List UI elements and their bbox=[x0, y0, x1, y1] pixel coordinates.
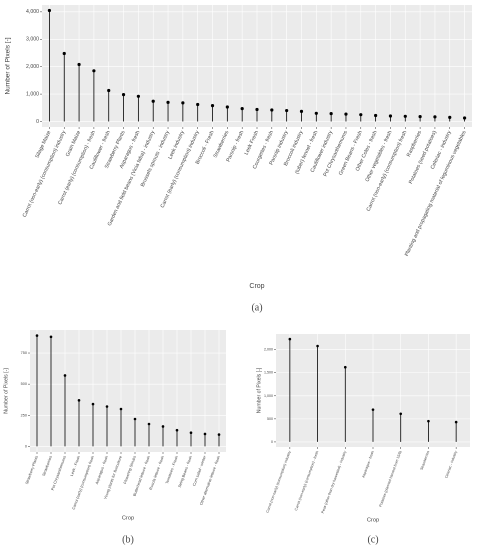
x-tick-label: Corn salad - winter bbox=[192, 455, 207, 487]
x-tick-label: Strawberries bbox=[420, 450, 431, 471]
panel-caption: (a) bbox=[251, 302, 262, 313]
x-tick-label: Asparagus - fresh bbox=[361, 450, 374, 478]
dot bbox=[329, 111, 333, 116]
dot bbox=[359, 113, 363, 117]
y-tick-label: 500 bbox=[21, 382, 27, 386]
dot bbox=[255, 107, 259, 112]
dot bbox=[399, 412, 403, 416]
x-tick-label: Butterhead lettuce - fresh bbox=[133, 455, 151, 496]
dot bbox=[462, 116, 467, 120]
dot bbox=[147, 422, 151, 426]
dot bbox=[121, 93, 126, 97]
dot bbox=[314, 111, 318, 115]
dot bbox=[203, 432, 207, 436]
y-tick-label: 2,000 bbox=[264, 348, 273, 352]
x-tick-label: Tomatoes - Fresh bbox=[165, 455, 179, 484]
y-tick-label: 750 bbox=[21, 351, 27, 355]
dot bbox=[62, 51, 66, 56]
y-tick-label: 250 bbox=[21, 413, 27, 417]
dot bbox=[388, 114, 393, 118]
y-tick-label: 1,000 bbox=[26, 91, 39, 97]
x-tick-label: Peas (other than dry harvested) - indust… bbox=[321, 450, 348, 514]
dot bbox=[343, 365, 347, 369]
dot bbox=[196, 102, 200, 107]
dot bbox=[133, 417, 137, 421]
y-tick-label: 1,500 bbox=[264, 371, 273, 375]
x-tick-label: Strawberry Plants bbox=[25, 455, 39, 485]
dot bbox=[77, 62, 81, 67]
dot bbox=[119, 407, 123, 411]
dot bbox=[427, 419, 430, 423]
y-tick-label: 1,000 bbox=[264, 394, 273, 398]
dot bbox=[299, 109, 304, 113]
y-axis-title: Number of Pixels [-] bbox=[256, 367, 262, 413]
dot bbox=[181, 101, 185, 105]
dot bbox=[403, 114, 407, 118]
y-tick-label: 0 bbox=[25, 444, 27, 448]
dot bbox=[344, 112, 348, 116]
dot bbox=[418, 114, 422, 119]
y-tick-label: 4,000 bbox=[26, 9, 39, 15]
panel-caption: (b) bbox=[122, 534, 134, 545]
dot bbox=[105, 405, 109, 408]
y-axis-title: Number of Pixels [-] bbox=[3, 368, 9, 414]
dot bbox=[136, 94, 140, 98]
y-tick-label: 2,000 bbox=[26, 64, 39, 70]
x-tick-label: Flowering Shrubs bbox=[123, 455, 137, 484]
dot bbox=[35, 334, 39, 337]
dot bbox=[151, 99, 155, 103]
dot bbox=[49, 335, 53, 339]
dot bbox=[92, 69, 96, 73]
dot bbox=[270, 108, 274, 112]
dot bbox=[107, 88, 111, 93]
y-axis-title: Number of Pixels [-] bbox=[5, 37, 12, 94]
x-tick-label: Asparagus - fresh bbox=[95, 455, 109, 485]
dot bbox=[374, 113, 378, 118]
x-axis-title: Crop bbox=[122, 516, 134, 522]
x-tick-label: Celeriac - industry bbox=[444, 450, 458, 479]
dot bbox=[77, 399, 81, 402]
y-tick-label: 0 bbox=[36, 119, 39, 125]
y-tick-label: 500 bbox=[267, 417, 273, 421]
x-tick-label: Leek - Fresh bbox=[70, 455, 81, 476]
x-tick-label: Carrot (non-early) (consumption) industr… bbox=[265, 450, 291, 513]
x-tick-label: Leek Fresh bbox=[244, 130, 260, 156]
x-axis-title: Crop bbox=[367, 518, 379, 524]
dot bbox=[217, 433, 221, 436]
dot bbox=[225, 105, 229, 109]
dot bbox=[316, 344, 319, 348]
plot-background bbox=[30, 330, 226, 452]
dot bbox=[189, 431, 193, 435]
dot bbox=[47, 8, 52, 13]
dot bbox=[210, 104, 215, 108]
x-tick-label: Carrot (non-early) (consumption) - fresh bbox=[294, 450, 319, 511]
panel-caption: (c) bbox=[367, 534, 378, 545]
dot bbox=[371, 408, 375, 411]
dot bbox=[91, 402, 95, 406]
dot bbox=[448, 115, 452, 120]
dot bbox=[161, 425, 165, 428]
x-tick-label: Brussels sprouts - industry bbox=[140, 130, 171, 188]
dot bbox=[285, 108, 289, 113]
dot bbox=[240, 107, 244, 111]
x-tick-label: Potatoes (planned harvest from 15/6) bbox=[378, 450, 402, 507]
dot bbox=[63, 374, 67, 377]
y-tick-label: 0 bbox=[271, 440, 273, 444]
x-tick-label: Pot Chrysanthemums bbox=[51, 455, 67, 491]
y-tick-label: 3,000 bbox=[26, 37, 39, 43]
dot bbox=[166, 100, 170, 104]
dot bbox=[288, 337, 292, 341]
x-axis-title: Crop bbox=[249, 283, 264, 290]
x-tick-label: String Beans - fresh bbox=[178, 455, 193, 488]
dot bbox=[175, 428, 179, 432]
x-tick-label: Strawberries bbox=[42, 455, 53, 476]
dot bbox=[454, 420, 458, 424]
dot bbox=[433, 115, 437, 119]
x-tick-label: Rucola lettuce - fresh bbox=[149, 455, 165, 490]
